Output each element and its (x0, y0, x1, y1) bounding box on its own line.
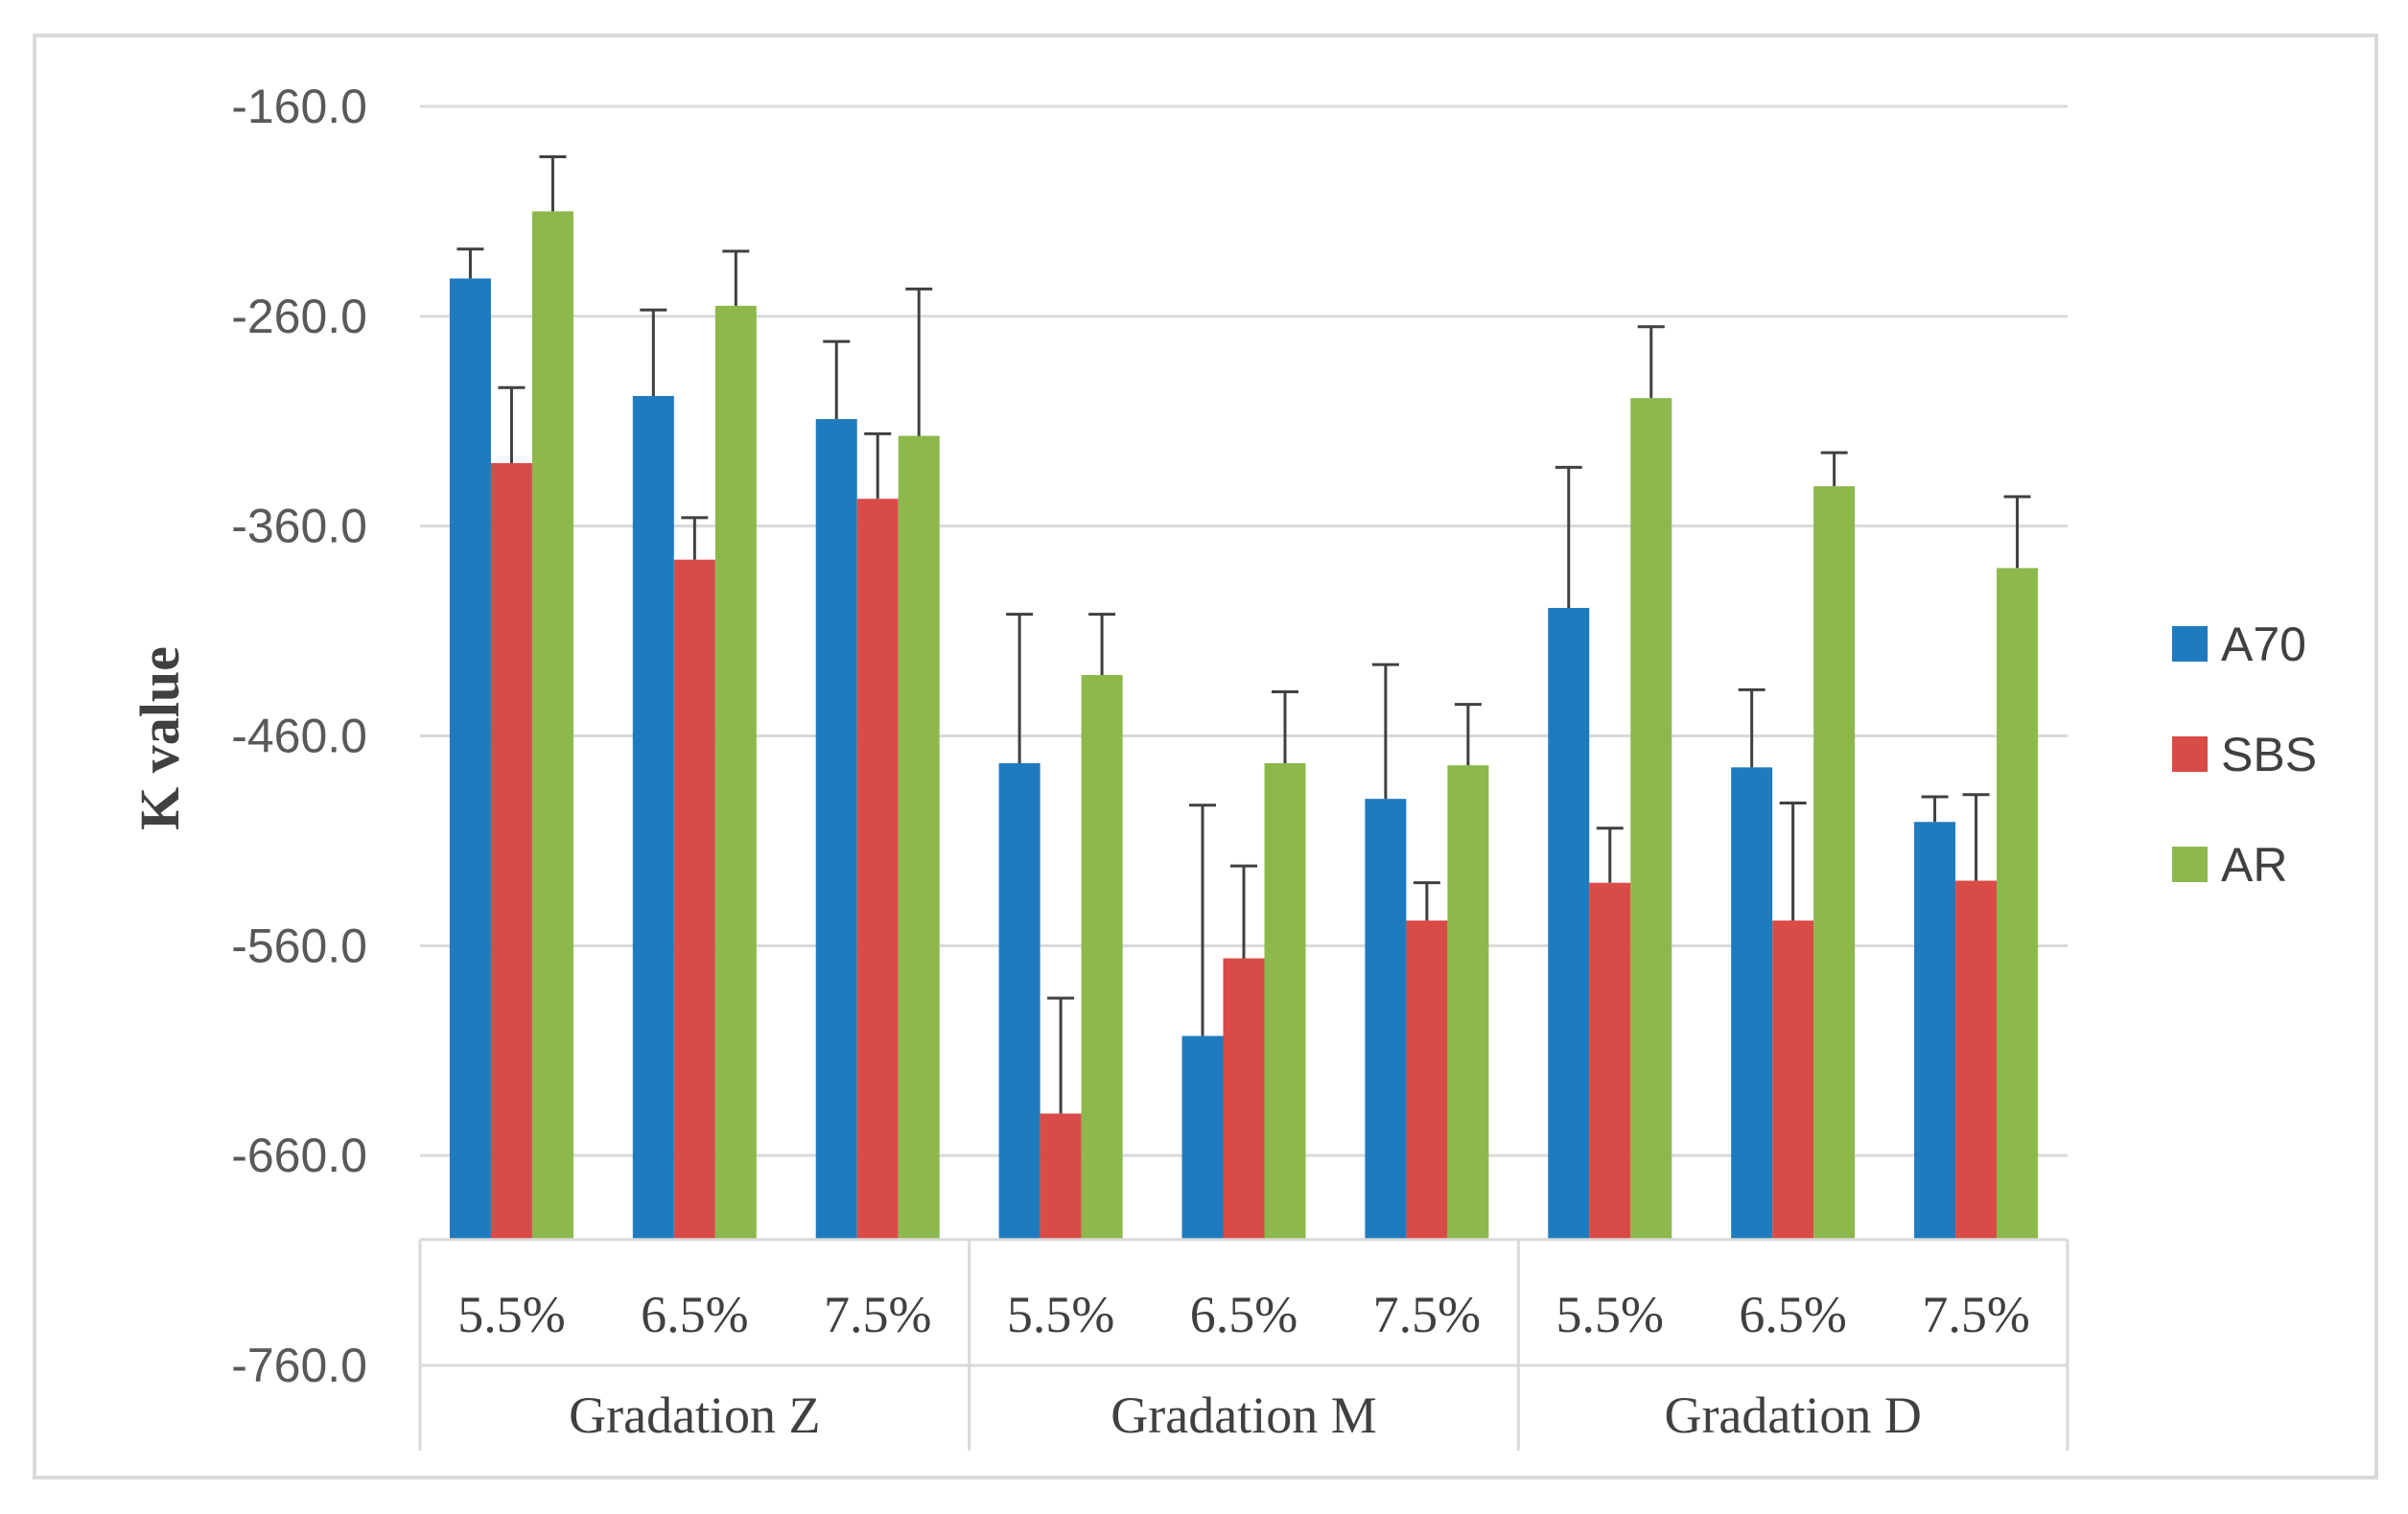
legend-swatch-a70 (2172, 626, 2208, 662)
bar-a70 (1365, 799, 1407, 1240)
bar-a70 (815, 419, 857, 1240)
axes (418, 1238, 2069, 1451)
bar-ar (1447, 765, 1489, 1240)
bar-sbs (1589, 882, 1631, 1240)
bar-a70 (998, 762, 1040, 1240)
y-tick-labels: -160.0 -260.0 -360.0 -460.0 -560.0 -660.0 -760… (231, 80, 367, 1392)
legend: A70 SBS AR (2172, 617, 2317, 892)
bars (449, 155, 2039, 1240)
x-tick-label: 6.5% (641, 1286, 748, 1343)
x-tick-label: 6.5% (1739, 1286, 1846, 1343)
bar-a70 (1181, 1036, 1224, 1240)
bar-sbs (1223, 958, 1265, 1240)
bar-ar (1997, 568, 2039, 1240)
legend-label-a70: A70 (2221, 617, 2306, 671)
x-tick-label: 6.5% (1190, 1286, 1298, 1343)
y-axis-label: K value (129, 646, 191, 830)
bar-a70 (449, 278, 491, 1240)
bar-ar (1813, 486, 1856, 1240)
y-tick-label: -360.0 (231, 500, 367, 553)
group-label: Gradation M (1110, 1386, 1376, 1444)
y-tick-label: -760.0 (231, 1339, 367, 1392)
x-tick-label: 5.5% (457, 1286, 565, 1343)
group-label: Gradation Z (569, 1386, 820, 1444)
legend-label-ar: AR (2221, 838, 2287, 892)
x-tick-label: 7.5% (824, 1286, 931, 1343)
x-tick-label: 5.5% (1556, 1286, 1664, 1343)
group-label: Gradation D (1664, 1386, 1921, 1444)
bar-sbs (856, 499, 899, 1240)
y-tick-label: -160.0 (231, 80, 367, 133)
bar-a70 (632, 395, 674, 1240)
bar-ar (898, 435, 940, 1240)
x-tick-label: 5.5% (1007, 1286, 1114, 1343)
legend-swatch-ar (2172, 847, 2208, 882)
bar-ar (714, 305, 757, 1240)
bar-sbs (1955, 880, 1998, 1240)
bar-ar (1081, 675, 1123, 1240)
bar-sbs (1772, 920, 1814, 1240)
y-tick-label: -560.0 (231, 919, 367, 972)
bar-sbs (490, 463, 532, 1240)
legend-label-sbs: SBS (2221, 728, 2317, 781)
bar-ar (1630, 398, 1672, 1240)
x-tick-label: 7.5% (1373, 1286, 1481, 1343)
x-tick-labels: 5.5% 6.5% 7.5% 5.5% 6.5% 7.5% 5.5% 6.5% 7.5%Grad… (457, 1286, 2030, 1444)
bar-sbs (1406, 920, 1448, 1240)
y-tick-label: -260.0 (231, 290, 367, 343)
bar-ar (1264, 762, 1306, 1240)
bar-ar (531, 211, 573, 1240)
bar-a70 (1548, 608, 1590, 1240)
bar-sbs (673, 559, 715, 1240)
bar-a70 (1731, 767, 1773, 1240)
legend-swatch-sbs (2172, 736, 2208, 772)
y-tick-label: -460.0 (231, 710, 367, 763)
bar-sbs (1040, 1113, 1082, 1240)
y-tick-label: -660.0 (231, 1129, 367, 1182)
x-tick-label: 7.5% (1922, 1286, 2029, 1343)
bar-a70 (1914, 822, 1956, 1240)
